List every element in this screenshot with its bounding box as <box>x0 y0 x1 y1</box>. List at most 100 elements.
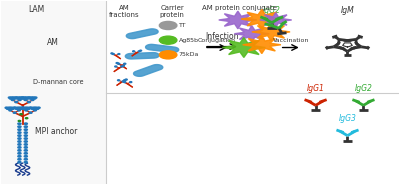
Circle shape <box>18 123 21 125</box>
Circle shape <box>20 114 22 115</box>
Circle shape <box>14 97 17 98</box>
Circle shape <box>36 108 39 109</box>
Circle shape <box>10 107 13 108</box>
Circle shape <box>30 97 33 98</box>
Text: IgG1: IgG1 <box>307 84 324 93</box>
Circle shape <box>22 108 25 109</box>
Text: Vaccination: Vaccination <box>272 38 309 43</box>
Text: 75kDa: 75kDa <box>179 52 199 57</box>
Circle shape <box>15 97 18 98</box>
Text: Carrier
protein: Carrier protein <box>160 5 184 18</box>
Circle shape <box>18 120 21 122</box>
Circle shape <box>159 51 177 59</box>
Text: TT: TT <box>179 23 186 28</box>
Circle shape <box>10 97 13 98</box>
Circle shape <box>18 147 21 148</box>
Circle shape <box>35 107 38 108</box>
Circle shape <box>32 107 35 108</box>
Circle shape <box>111 53 113 54</box>
Circle shape <box>14 107 17 108</box>
Text: IgG2: IgG2 <box>263 6 281 15</box>
Circle shape <box>159 21 177 30</box>
Circle shape <box>8 97 11 98</box>
Text: D-mannan core: D-mannan core <box>32 79 83 85</box>
Circle shape <box>5 107 8 108</box>
Circle shape <box>32 97 35 98</box>
Circle shape <box>23 97 26 98</box>
Circle shape <box>18 135 21 136</box>
Circle shape <box>25 110 28 111</box>
Circle shape <box>24 126 28 127</box>
Circle shape <box>16 98 19 99</box>
Circle shape <box>122 81 124 82</box>
Circle shape <box>18 97 20 98</box>
Circle shape <box>133 51 135 52</box>
Circle shape <box>11 108 14 109</box>
Circle shape <box>18 144 21 145</box>
Circle shape <box>24 144 28 145</box>
Circle shape <box>18 162 21 163</box>
Circle shape <box>13 107 15 108</box>
Circle shape <box>28 101 30 103</box>
Circle shape <box>28 107 31 108</box>
Polygon shape <box>222 38 265 57</box>
Circle shape <box>18 150 21 151</box>
Circle shape <box>118 63 120 64</box>
Circle shape <box>140 50 142 51</box>
Bar <box>1 1 106 184</box>
Polygon shape <box>219 11 257 29</box>
Polygon shape <box>343 43 352 47</box>
Text: Infection: Infection <box>205 32 239 41</box>
Circle shape <box>24 150 28 151</box>
Circle shape <box>130 82 132 83</box>
Circle shape <box>24 107 26 108</box>
Circle shape <box>31 108 34 109</box>
Circle shape <box>121 66 123 67</box>
Circle shape <box>26 107 29 108</box>
Text: AM protein conjugate: AM protein conjugate <box>202 5 277 11</box>
Circle shape <box>24 156 28 157</box>
Circle shape <box>12 97 15 98</box>
Circle shape <box>24 153 28 154</box>
Text: AM: AM <box>46 38 58 47</box>
Circle shape <box>18 99 21 100</box>
Text: LAM: LAM <box>28 5 45 14</box>
Polygon shape <box>260 13 292 27</box>
Circle shape <box>13 98 16 99</box>
Circle shape <box>18 153 21 154</box>
Circle shape <box>18 156 21 157</box>
Text: MPI anchor: MPI anchor <box>34 127 77 136</box>
Circle shape <box>112 54 114 55</box>
Circle shape <box>34 97 37 98</box>
Circle shape <box>21 97 24 98</box>
Circle shape <box>18 126 21 127</box>
Circle shape <box>33 98 36 99</box>
Circle shape <box>138 51 140 52</box>
Polygon shape <box>243 36 281 54</box>
Circle shape <box>18 159 21 160</box>
Circle shape <box>24 162 28 163</box>
Circle shape <box>6 108 9 109</box>
Polygon shape <box>125 53 159 59</box>
Circle shape <box>9 110 12 111</box>
Circle shape <box>30 107 33 108</box>
Circle shape <box>27 97 30 98</box>
Circle shape <box>24 135 28 136</box>
Circle shape <box>24 141 28 142</box>
Circle shape <box>28 97 31 98</box>
Circle shape <box>124 82 126 83</box>
Circle shape <box>26 118 28 119</box>
Polygon shape <box>241 9 282 29</box>
Circle shape <box>118 54 120 55</box>
Circle shape <box>24 159 28 160</box>
Circle shape <box>24 129 28 130</box>
Circle shape <box>24 99 27 100</box>
Circle shape <box>21 107 24 108</box>
Circle shape <box>29 98 32 99</box>
Circle shape <box>15 108 18 109</box>
Polygon shape <box>234 26 269 42</box>
Circle shape <box>22 98 25 99</box>
Circle shape <box>34 110 36 111</box>
Circle shape <box>27 108 30 109</box>
Circle shape <box>18 138 21 139</box>
